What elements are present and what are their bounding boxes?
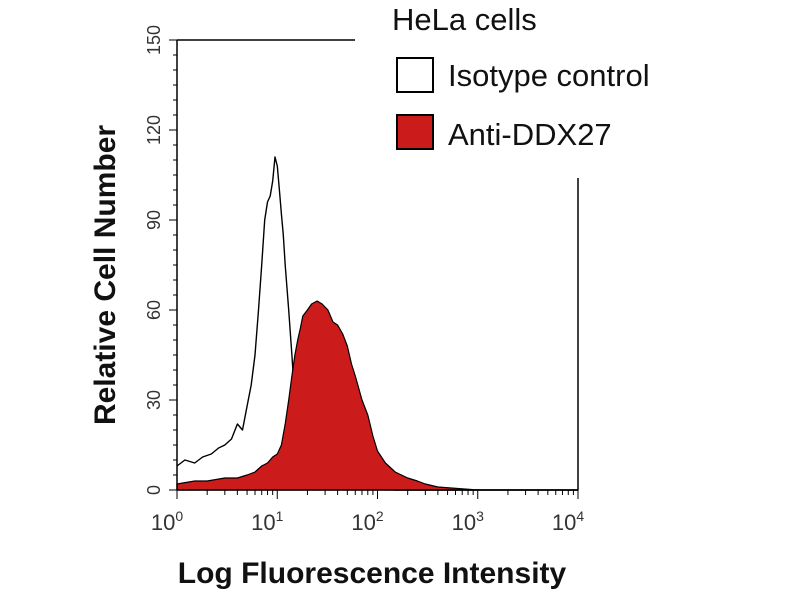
legend: HeLa cells Isotype control Anti-DDX27 — [392, 2, 650, 152]
y-tick-label: 60 — [144, 300, 164, 320]
x-tick-base: 10 — [251, 510, 275, 535]
y-tick-label: 30 — [144, 390, 164, 410]
y-tick-label: 150 — [144, 25, 164, 55]
x-axis-label: Log Fluorescence Intensity — [178, 557, 567, 590]
x-tick-label: 100 — [151, 508, 183, 535]
legend-swatch-isotype-control — [396, 57, 434, 93]
x-tick-exponent: 2 — [376, 508, 384, 524]
x-tick-base: 10 — [452, 510, 476, 535]
x-tick-base: 10 — [552, 510, 576, 535]
legend-label-isotype-control: Isotype control — [448, 58, 650, 93]
y-tick-label: 120 — [144, 115, 164, 145]
x-tick-exponent: 1 — [276, 508, 284, 524]
x-tick-base: 10 — [351, 510, 375, 535]
x-tick-label: 102 — [351, 508, 383, 535]
x-tick-label: 101 — [251, 508, 283, 535]
series-isotype-control — [176, 156, 578, 491]
y-tick-label: 0 — [144, 485, 164, 495]
x-tick-exponent: 0 — [175, 508, 183, 524]
y-tick-label: 90 — [144, 210, 164, 230]
x-tick-exponent: 3 — [476, 508, 484, 524]
legend-title: HeLa cells — [392, 2, 537, 37]
y-axis-label: Relative Cell Number — [89, 125, 122, 425]
legend-label-anti-ddx27: Anti-DDX27 — [448, 117, 612, 152]
x-tick-exponent: 4 — [576, 508, 584, 524]
x-tick-label: 104 — [552, 508, 584, 535]
plot-area — [176, 156, 579, 491]
series-anti-ddx27 — [176, 300, 579, 491]
legend-swatch-anti-ddx27 — [396, 114, 434, 150]
x-tick-label: 103 — [452, 508, 484, 535]
x-tick-base: 10 — [151, 510, 175, 535]
